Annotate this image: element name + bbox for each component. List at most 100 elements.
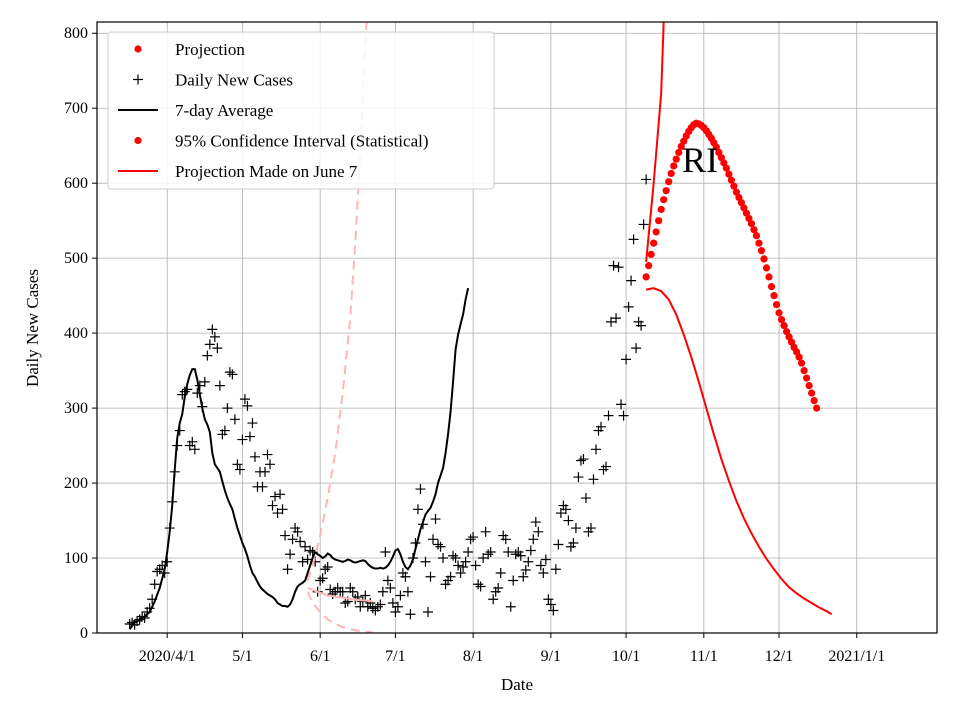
daily-new-cases-point (287, 534, 298, 545)
series-daily-new-cases (124, 174, 652, 630)
daily-new-cases-point (553, 539, 564, 550)
series-95-confidence-interval-statistical-upper (645, 22, 665, 262)
legend: Projection Daily New Cases 7-day Average 95… (107, 31, 495, 190)
daily-new-cases-point (300, 541, 311, 552)
daily-new-cases-point (249, 451, 260, 462)
daily-new-cases-point (295, 536, 306, 547)
95-confidence-interval-statistical-point (670, 162, 678, 170)
x-tick-label: 11/1 (690, 648, 718, 665)
95-confidence-interval-statistical-point (813, 404, 821, 412)
daily-new-cases-point (455, 568, 466, 579)
daily-new-cases-point (543, 594, 554, 605)
daily-new-cases-point (608, 260, 619, 271)
y-tick-label: 200 (64, 475, 88, 492)
daily-new-cases-point (623, 301, 634, 312)
legend-label: Projection (175, 40, 245, 59)
95-confidence-interval-statistical-point (747, 220, 756, 228)
daily-new-cases-point (320, 564, 331, 575)
daily-new-cases-point (631, 343, 642, 354)
x-tick-label: 5/1 (232, 648, 252, 665)
daily-new-cases-point (402, 586, 413, 597)
95-confidence-interval-statistical-point (655, 217, 663, 225)
daily-new-cases-point (192, 388, 203, 399)
daily-new-cases-point (568, 538, 579, 549)
daily-new-cases-point (573, 472, 584, 483)
y-tick-label: 800 (64, 25, 88, 42)
daily-new-cases-point (237, 434, 248, 445)
daily-new-cases-point (232, 459, 243, 470)
daily-new-cases-point (209, 331, 220, 342)
legend-item-projection: Projection (134, 40, 245, 59)
y-axis-label: Daily New Cases (23, 269, 42, 387)
daily-new-cases-point (234, 464, 245, 475)
daily-new-cases-point (420, 556, 431, 567)
95-confidence-interval-statistical-point (765, 273, 773, 281)
95-confidence-interval-statistical-point (675, 148, 683, 157)
daily-new-cases-point (570, 523, 581, 534)
x-tick-label: 2020/4/1 (139, 648, 196, 665)
95-confidence-interval-statistical-point (810, 396, 818, 405)
daily-new-cases-point (641, 174, 652, 185)
daily-new-cases-point (219, 425, 230, 436)
daily-new-cases-point (493, 583, 504, 594)
daily-new-cases-point (621, 354, 632, 365)
daily-new-cases-point (480, 526, 491, 537)
daily-new-cases-point (412, 504, 423, 515)
daily-new-cases-point (277, 504, 288, 515)
daily-new-cases-point (465, 534, 476, 545)
daily-new-cases-point (365, 598, 376, 609)
daily-new-cases-point (317, 573, 328, 584)
daily-new-cases-point (270, 491, 281, 502)
daily-new-cases-point (483, 549, 494, 560)
daily-new-cases-point (613, 262, 624, 273)
daily-new-cases-point (292, 526, 303, 537)
x-tick-label: 6/1 (310, 648, 330, 665)
axes-frame (96, 21, 938, 634)
daily-new-cases-point (478, 553, 489, 564)
daily-new-cases-point (470, 560, 481, 571)
daily-new-cases-point (267, 500, 278, 511)
daily-new-cases-point (315, 575, 326, 586)
daily-new-cases-point (578, 454, 589, 465)
legend-item-avg: 7-day Average (118, 101, 273, 120)
daily-new-cases-point (242, 400, 253, 411)
daily-new-cases-point (325, 584, 336, 595)
95-confidence-interval-statistical-point (795, 353, 803, 361)
y-tick-label: 500 (64, 250, 88, 267)
daily-new-cases-point (618, 410, 629, 421)
daily-new-cases-point (415, 484, 426, 495)
y-tick-label: 700 (64, 100, 88, 117)
y-tick-label: 0 (80, 625, 88, 642)
daily-new-cases-point (580, 493, 591, 504)
daily-new-cases-point (430, 514, 441, 525)
y-tick-label: 400 (64, 325, 88, 342)
daily-new-cases-point (500, 534, 511, 545)
daily-new-cases-point (438, 553, 449, 564)
daily-new-cases-point (468, 532, 479, 543)
95-confidence-interval-statistical-point (665, 178, 673, 186)
y-tick-label: 300 (64, 400, 88, 417)
daily-new-cases-point (463, 547, 474, 558)
95-confidence-interval-statistical-point (750, 226, 758, 234)
daily-new-cases-point (445, 571, 456, 582)
daily-new-cases-point (204, 339, 215, 350)
daily-new-cases-point (488, 594, 499, 605)
daily-new-cases-point (540, 554, 551, 565)
daily-new-cases-point (262, 449, 273, 460)
daily-new-cases-point (606, 316, 617, 327)
legend-label: Projection Made on June 7 (175, 162, 358, 181)
daily-new-cases-point (473, 579, 484, 590)
daily-new-cases-point (375, 599, 386, 610)
daily-new-cases-point (382, 575, 393, 586)
95-confidence-interval-statistical-point (727, 176, 735, 184)
daily-new-cases-point (538, 568, 549, 579)
daily-new-cases-point (260, 466, 270, 477)
daily-new-cases-point (560, 504, 571, 515)
95-confidence-interval-statistical-point (803, 374, 811, 382)
daily-new-cases-point (458, 562, 469, 573)
daily-new-cases-point (533, 526, 544, 537)
legend-item-ci: 95% Confidence Interval (Statistical) (134, 132, 429, 151)
legend-item-june: Projection Made on June 7 (118, 162, 358, 181)
daily-new-cases-point (224, 367, 235, 378)
